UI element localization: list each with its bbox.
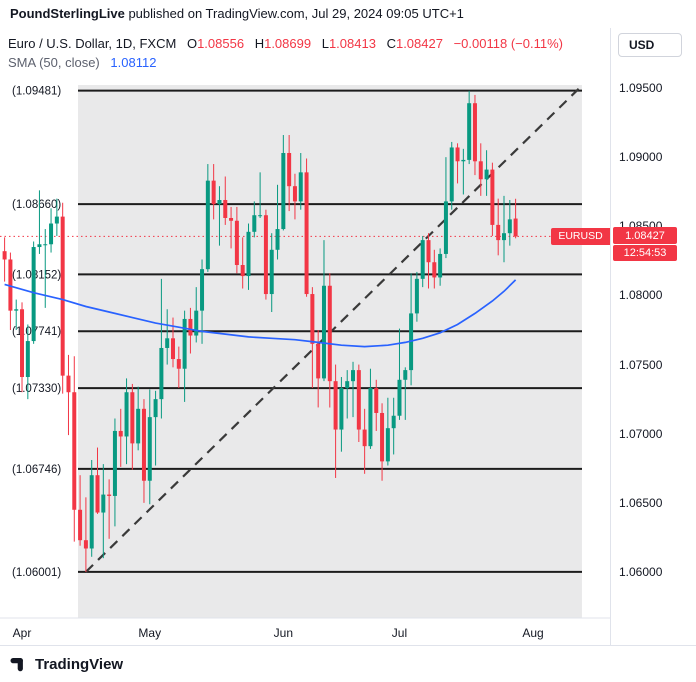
- footer-bar: TradingView: [0, 645, 696, 682]
- change-value: −0.00118 (−0.11%): [453, 36, 563, 51]
- price-axis-label: 1.07000: [619, 426, 663, 441]
- currency-toggle-button[interactable]: USD: [618, 33, 682, 57]
- time-axis-label: Jul: [391, 626, 408, 640]
- svg-text:(1.08660): (1.08660): [12, 199, 61, 211]
- svg-text:(1.06001): (1.06001): [12, 567, 61, 579]
- symbol-title: Euro / U.S. Dollar, 1D, FXCM: [8, 36, 177, 51]
- candlestick-chart: (1.09481) (1.08660) (1.08152) (1.07741) (1.0…: [0, 85, 610, 619]
- price-axis[interactable]: USD 1.09500 1.09000 1.08500 1.08000 1.07500 1…: [610, 28, 696, 645]
- price-axis-label: 1.06000: [619, 565, 663, 579]
- sma-legend: SMA (50, close) 1.08112: [8, 53, 563, 72]
- svg-text:(1.07741): (1.07741): [12, 326, 61, 338]
- publish-info: published on TradingView.com, Jul 29, 20…: [124, 6, 464, 21]
- time-axis-label: Apr: [12, 626, 32, 640]
- symbol-legend: Euro / U.S. Dollar, 1D, FXCM O1.08556 H1…: [8, 34, 563, 53]
- attribution-bar: PoundSterlingLive published on TradingVi…: [0, 0, 696, 28]
- chart-area[interactable]: (1.09481) (1.08660) (1.08152) (1.07741) (1.0…: [0, 28, 610, 645]
- close-value: 1.08427: [395, 36, 443, 51]
- price-axis-label: 1.09000: [619, 150, 663, 165]
- chart-legend: Euro / U.S. Dollar, 1D, FXCM O1.08556 H1…: [8, 34, 563, 72]
- price-axis-label: 1.06500: [619, 495, 663, 510]
- current-price-tag: 1.08427: [613, 227, 677, 245]
- time-axis[interactable]: Apr May Jun Jul Aug: [0, 626, 610, 644]
- high-label: H: [254, 36, 265, 51]
- tradingview-brand[interactable]: TradingView: [35, 655, 124, 673]
- publisher-name: PoundSterlingLive: [10, 6, 125, 21]
- open-label: O: [186, 36, 198, 51]
- time-axis-label: Jun: [273, 626, 294, 640]
- sma-value: 1.08112: [110, 55, 157, 70]
- time-axis-label: Aug: [522, 626, 544, 640]
- price-axis-label: 1.09500: [619, 81, 663, 95]
- svg-text:(1.09481): (1.09481): [12, 86, 61, 98]
- open-value: 1.08556: [197, 36, 245, 51]
- low-value: 1.08413: [328, 36, 376, 51]
- svg-text:(1.07330): (1.07330): [12, 383, 61, 395]
- countdown-tag: 12:54:53: [613, 244, 677, 261]
- close-label: C: [386, 36, 396, 51]
- svg-text:(1.08152): (1.08152): [12, 269, 61, 281]
- time-axis-label: May: [138, 626, 162, 640]
- high-value: 1.08699: [264, 36, 312, 51]
- price-axis-label: 1.08000: [619, 288, 663, 303]
- tradingview-logo-icon[interactable]: [10, 655, 29, 674]
- price-axis-label: 1.07500: [619, 357, 663, 372]
- sma-label: SMA (50, close): [8, 55, 100, 70]
- symbol-price-flag: EURUSD: [551, 227, 610, 245]
- svg-text:(1.06746): (1.06746): [12, 464, 61, 476]
- low-label: L: [321, 36, 329, 51]
